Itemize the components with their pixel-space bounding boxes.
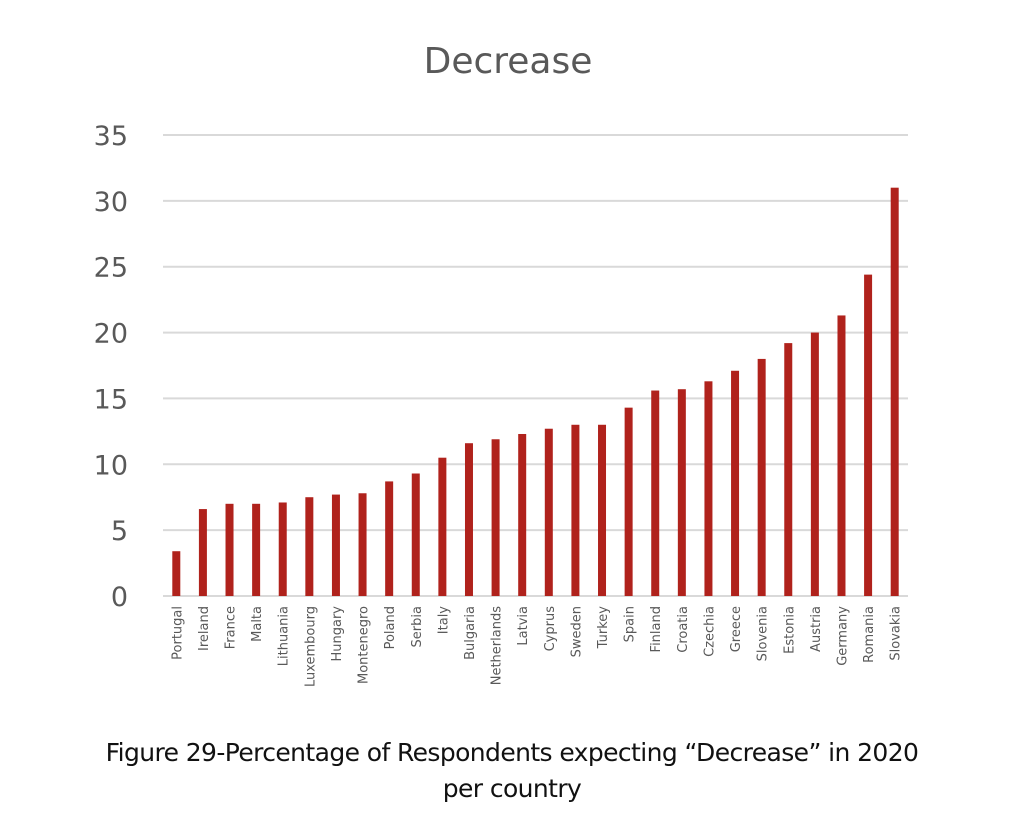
bar-chart: Decrease 0 5 10 15 20 25 30 35 Portugal Ireland F…	[94, 41, 908, 687]
bar-turkey	[598, 424, 607, 596]
x-tick-label: Greece	[729, 606, 744, 652]
bar-slovakia	[890, 187, 899, 596]
x-tick-label: Cyprus	[543, 606, 558, 652]
y-tick-label: 30	[94, 187, 128, 218]
figure-caption: Figure 29-Percentage of Respondents expe…	[0, 735, 1024, 807]
x-tick-label: Croatia	[676, 606, 691, 653]
y-axis-ticks: 0 5 10 15 20 25 30 35	[94, 121, 128, 613]
caption-line-1: Figure 29-Percentage of Respondents expe…	[105, 738, 919, 767]
bar-austria	[810, 332, 819, 596]
bar-france	[225, 503, 234, 596]
x-tick-label: Austria	[809, 606, 824, 652]
bar-greece	[731, 370, 740, 596]
bar-finland	[651, 390, 660, 596]
bar-germany	[837, 315, 846, 596]
x-tick-label: Portugal	[170, 606, 185, 660]
x-tick-label: Italy	[436, 606, 451, 635]
x-tick-label: Slovenia	[756, 606, 771, 661]
bar-croatia	[677, 389, 686, 596]
y-tick-label: 20	[94, 319, 128, 350]
x-tick-label: Slovakia	[889, 606, 904, 661]
x-tick-label: Poland	[383, 606, 398, 649]
y-tick-label: 35	[94, 121, 128, 152]
y-tick-label: 15	[94, 384, 128, 415]
x-tick-label: Lithuania	[277, 606, 292, 666]
x-tick-label: Netherlands	[490, 606, 505, 685]
x-tick-label: Finland	[649, 606, 664, 652]
x-tick-label: Hungary	[330, 606, 345, 662]
bar-estonia	[784, 343, 793, 596]
bar-czechia	[704, 381, 713, 596]
bar-hungary	[331, 494, 340, 596]
bar-portugal	[172, 551, 181, 596]
chart-title: Decrease	[424, 41, 593, 82]
bar-montenegro	[358, 493, 367, 596]
bar-ireland	[198, 509, 207, 596]
bar-malta	[252, 503, 261, 596]
x-tick-label: Czechia	[702, 606, 717, 657]
gridlines	[163, 134, 908, 597]
x-tick-label: Bulgaria	[463, 606, 478, 660]
y-tick-label: 10	[94, 450, 128, 481]
bar-latvia	[518, 433, 527, 596]
bar-lithuania	[278, 502, 287, 596]
x-tick-label: Luxembourg	[303, 606, 318, 687]
bar-spain	[624, 407, 633, 596]
x-tick-label: Malta	[250, 606, 265, 642]
x-tick-label: Montenegro	[357, 606, 372, 684]
bar-poland	[385, 481, 394, 596]
bar-slovenia	[757, 358, 766, 596]
bar-serbia	[411, 473, 420, 596]
x-tick-label: Estonia	[782, 606, 797, 654]
bar-bulgaria	[464, 443, 473, 596]
bar-netherlands	[491, 439, 500, 596]
x-tick-label: Sweden	[569, 606, 584, 657]
x-tick-label: France	[224, 606, 239, 649]
bars	[172, 187, 899, 596]
bar-romania	[864, 274, 873, 596]
bar-sweden	[571, 424, 580, 596]
caption-line-2: per country	[442, 774, 582, 803]
bar-cyprus	[544, 428, 553, 596]
bar-italy	[438, 457, 447, 596]
x-tick-label: Turkey	[596, 606, 611, 650]
x-axis-ticks: Portugal Ireland France Malta Lithuania Luxem…	[170, 606, 903, 687]
y-tick-label: 5	[111, 516, 128, 547]
y-tick-label: 25	[94, 253, 128, 284]
bar-luxembourg	[305, 497, 314, 596]
x-tick-label: Spain	[623, 606, 638, 642]
y-tick-label: 0	[111, 582, 128, 613]
x-tick-label: Serbia	[410, 606, 425, 647]
x-tick-label: Romania	[862, 606, 877, 663]
x-tick-label: Ireland	[197, 606, 212, 651]
x-tick-label: Germany	[835, 606, 850, 666]
x-tick-label: Latvia	[516, 606, 531, 646]
